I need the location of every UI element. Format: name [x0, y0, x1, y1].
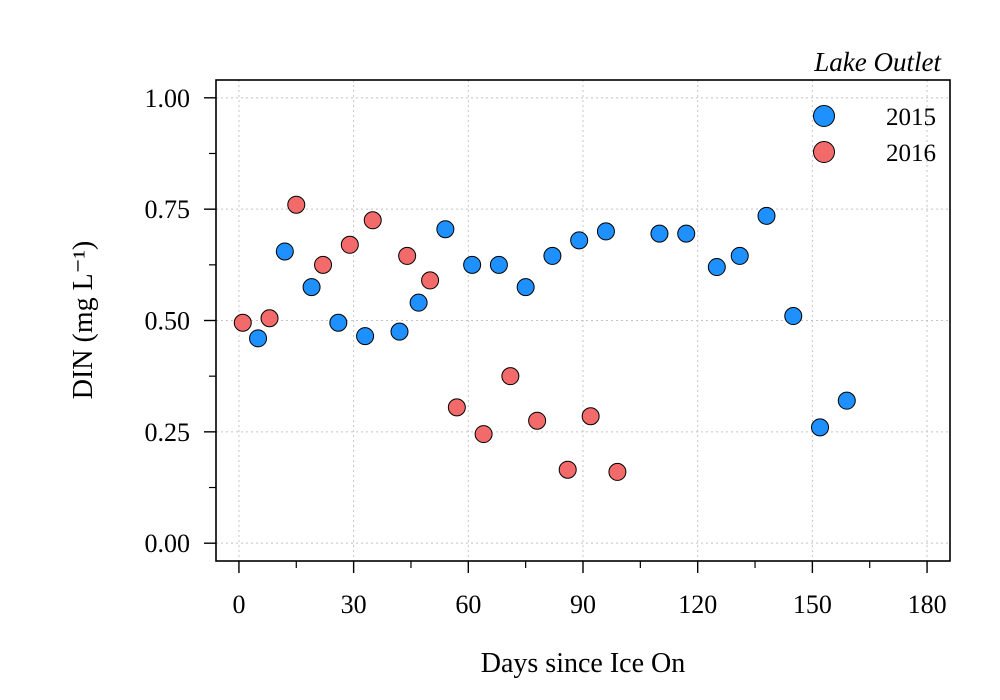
point-2016	[447, 398, 466, 417]
point-2015	[275, 242, 294, 261]
point-2015	[757, 206, 776, 225]
point-2016	[608, 462, 627, 481]
legend-marker-2015	[813, 105, 835, 127]
point-2015	[516, 278, 535, 297]
point-2015	[356, 327, 375, 346]
y-axis-title: DIN (mg L⁻¹)	[68, 241, 99, 399]
legend-marker-2016	[813, 141, 835, 163]
legend-label-2016: 2016	[886, 140, 936, 167]
x-tick-label: 180	[908, 590, 947, 619]
point-2016	[363, 211, 382, 230]
panel-title: Lake Outlet	[813, 47, 942, 77]
x-axis-title: Days since Ice On	[481, 648, 685, 679]
y-tick-label: 1.00	[145, 84, 191, 113]
point-2016	[287, 195, 306, 214]
x-tick-label: 30	[341, 590, 367, 619]
x-tick-label: 0	[232, 590, 245, 619]
legend: 2015 2016	[813, 104, 936, 167]
point-2016	[314, 255, 333, 274]
point-2015	[650, 224, 669, 243]
point-2015	[837, 391, 856, 410]
point-2015	[302, 278, 321, 297]
data-points	[233, 195, 856, 481]
legend-label-2015: 2015	[886, 104, 936, 131]
x-tick-label: 150	[793, 590, 832, 619]
x-tick-label: 60	[455, 590, 481, 619]
x-tick-label: 90	[570, 590, 596, 619]
point-2015	[463, 255, 482, 274]
point-2016	[558, 460, 577, 479]
point-2015	[543, 246, 562, 265]
point-2015	[489, 255, 508, 274]
point-2016	[474, 425, 493, 444]
point-2015	[707, 258, 726, 277]
point-2016	[340, 235, 359, 254]
point-2015	[249, 329, 268, 348]
x-tick-label: 120	[678, 590, 717, 619]
point-2015	[390, 322, 409, 341]
y-tick-label: 0.50	[145, 307, 191, 336]
point-2015	[596, 222, 615, 241]
point-2015	[730, 246, 749, 265]
point-2015	[811, 418, 830, 437]
point-2016	[260, 309, 279, 328]
y-tick-label: 0.00	[145, 529, 191, 558]
axes: 0 30 60 90 120 150 180 0.00 0.25 0.50 0.75 1.00	[145, 84, 947, 619]
point-2015	[677, 224, 696, 243]
point-2016	[581, 407, 600, 426]
point-2015	[409, 293, 428, 312]
y-tick-label: 0.25	[145, 418, 191, 447]
point-2016	[501, 367, 520, 386]
point-2016	[398, 246, 417, 265]
point-2015	[329, 313, 348, 332]
y-tick-label: 0.75	[145, 195, 191, 224]
point-2015	[436, 220, 455, 239]
point-2015	[570, 231, 589, 250]
point-2015	[784, 307, 803, 326]
point-2016	[233, 313, 252, 332]
grid	[216, 80, 950, 561]
point-2016	[421, 271, 440, 290]
point-2016	[528, 411, 547, 430]
